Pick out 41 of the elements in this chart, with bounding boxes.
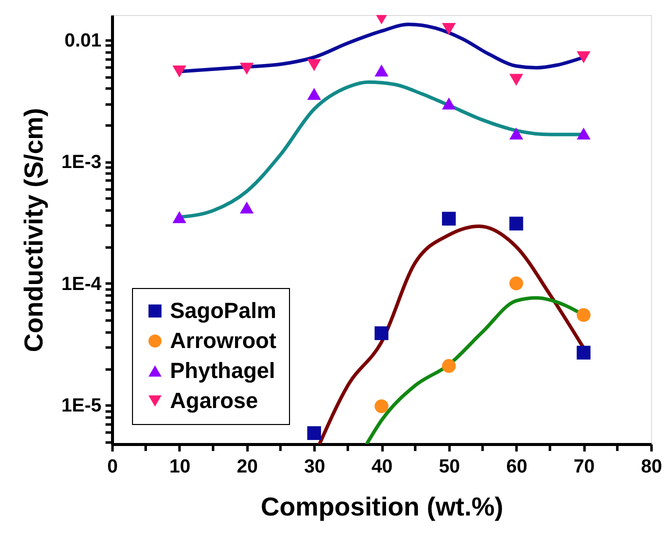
point: [374, 64, 388, 76]
legend-label: Arrowroot: [170, 328, 277, 353]
legend-label: Phythagel: [170, 358, 276, 383]
point: [576, 308, 591, 322]
point: [509, 216, 524, 230]
y-tick-label: 1E-5: [61, 396, 102, 417]
point: [442, 98, 456, 110]
point: [172, 66, 186, 78]
point: [307, 88, 322, 100]
x-tick-label: 80: [640, 456, 662, 478]
point: [240, 202, 254, 214]
x-tick-label: 50: [438, 456, 460, 478]
point: [509, 74, 524, 86]
x-tick-label: 10: [169, 456, 190, 478]
x-tick-label: 20: [236, 456, 258, 478]
point: [576, 346, 591, 360]
x-tick-label: 30: [304, 456, 326, 478]
point: [509, 128, 524, 140]
x-tick-label: 0: [107, 456, 118, 478]
legend-label: Agarose: [170, 388, 258, 413]
point: [172, 211, 186, 224]
point: [576, 51, 591, 64]
point: [442, 212, 456, 226]
y-tick-label: 1E-4: [61, 274, 102, 295]
y-tick-label: 0.01: [64, 30, 102, 52]
point: [374, 326, 388, 340]
x-tick-label: 40: [371, 456, 393, 478]
y-axis-title: Conductivity (S/cm): [18, 108, 48, 352]
x-tick-label: 70: [574, 456, 595, 478]
point: [576, 128, 591, 140]
point: [442, 22, 456, 35]
point: [509, 276, 524, 290]
y-tick-label: 1E-3: [61, 152, 102, 174]
x-tick-label: 60: [506, 456, 528, 478]
legend-label: SagoPalm: [170, 298, 276, 323]
point: [442, 359, 456, 373]
point: [374, 399, 388, 414]
point: [307, 426, 322, 440]
point: [240, 62, 254, 75]
point: [307, 59, 322, 72]
x-axis-title: Composition (wt.%): [260, 492, 504, 522]
